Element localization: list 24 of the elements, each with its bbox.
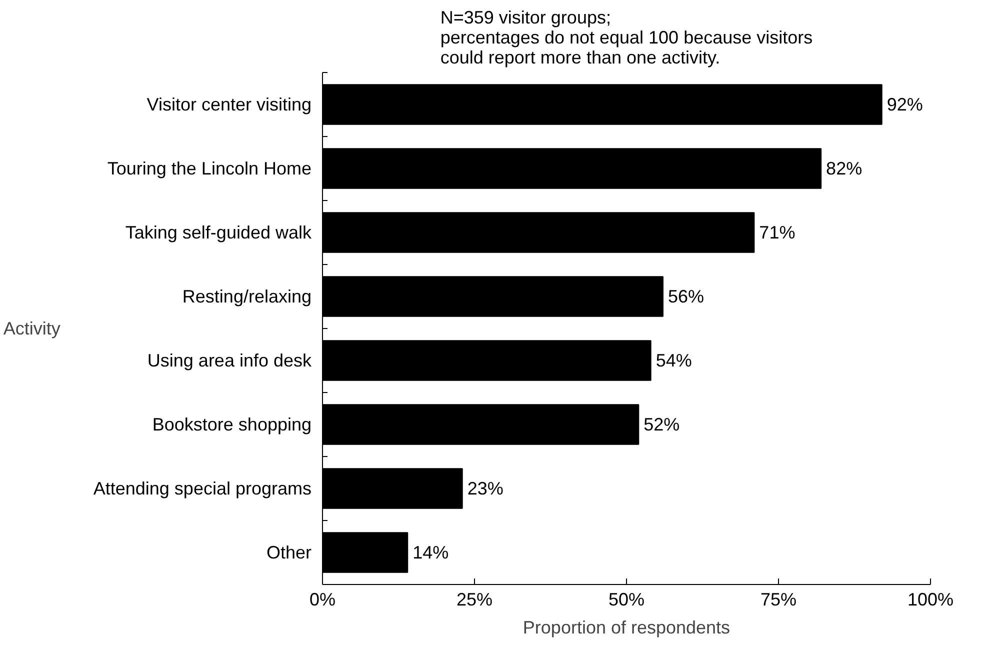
y-tick-label: Touring the Lincoln Home bbox=[107, 158, 312, 178]
x-tick-label: 50% bbox=[608, 590, 645, 610]
x-tick-label: 25% bbox=[456, 590, 493, 610]
y-tick-label: Other bbox=[266, 542, 312, 562]
data-label: 52% bbox=[644, 414, 680, 434]
y-tick-label: Resting/relaxing bbox=[182, 286, 312, 306]
data-label: 23% bbox=[467, 478, 504, 498]
y-tick-label: Bookstore shopping bbox=[152, 414, 312, 434]
y-tick-label: Visitor center visiting bbox=[146, 94, 312, 114]
y-tick-label: Using area info desk bbox=[147, 350, 312, 370]
text: N=359 visitor groups; percentages do not equal 100 because visitors could report more than one activity. bbox=[440, 8, 813, 68]
y-axis-title: Activity bbox=[3, 318, 60, 338]
data-label: 56% bbox=[668, 286, 704, 306]
data-label: 54% bbox=[656, 350, 692, 370]
x-tick-label: 100% bbox=[907, 590, 954, 610]
x-tick-label: 75% bbox=[760, 590, 797, 610]
data-label: 82% bbox=[826, 158, 862, 178]
y-tick-label: Taking self-guided walk bbox=[125, 222, 312, 242]
x-tick-label: 0% bbox=[309, 590, 336, 610]
y-tick-label: Attending special programs bbox=[93, 478, 312, 498]
data-label: 92% bbox=[886, 94, 923, 114]
data-label: 14% bbox=[412, 542, 449, 562]
x-axis-title: Proportion of respondents bbox=[522, 618, 730, 638]
data-label: 71% bbox=[759, 222, 796, 242]
